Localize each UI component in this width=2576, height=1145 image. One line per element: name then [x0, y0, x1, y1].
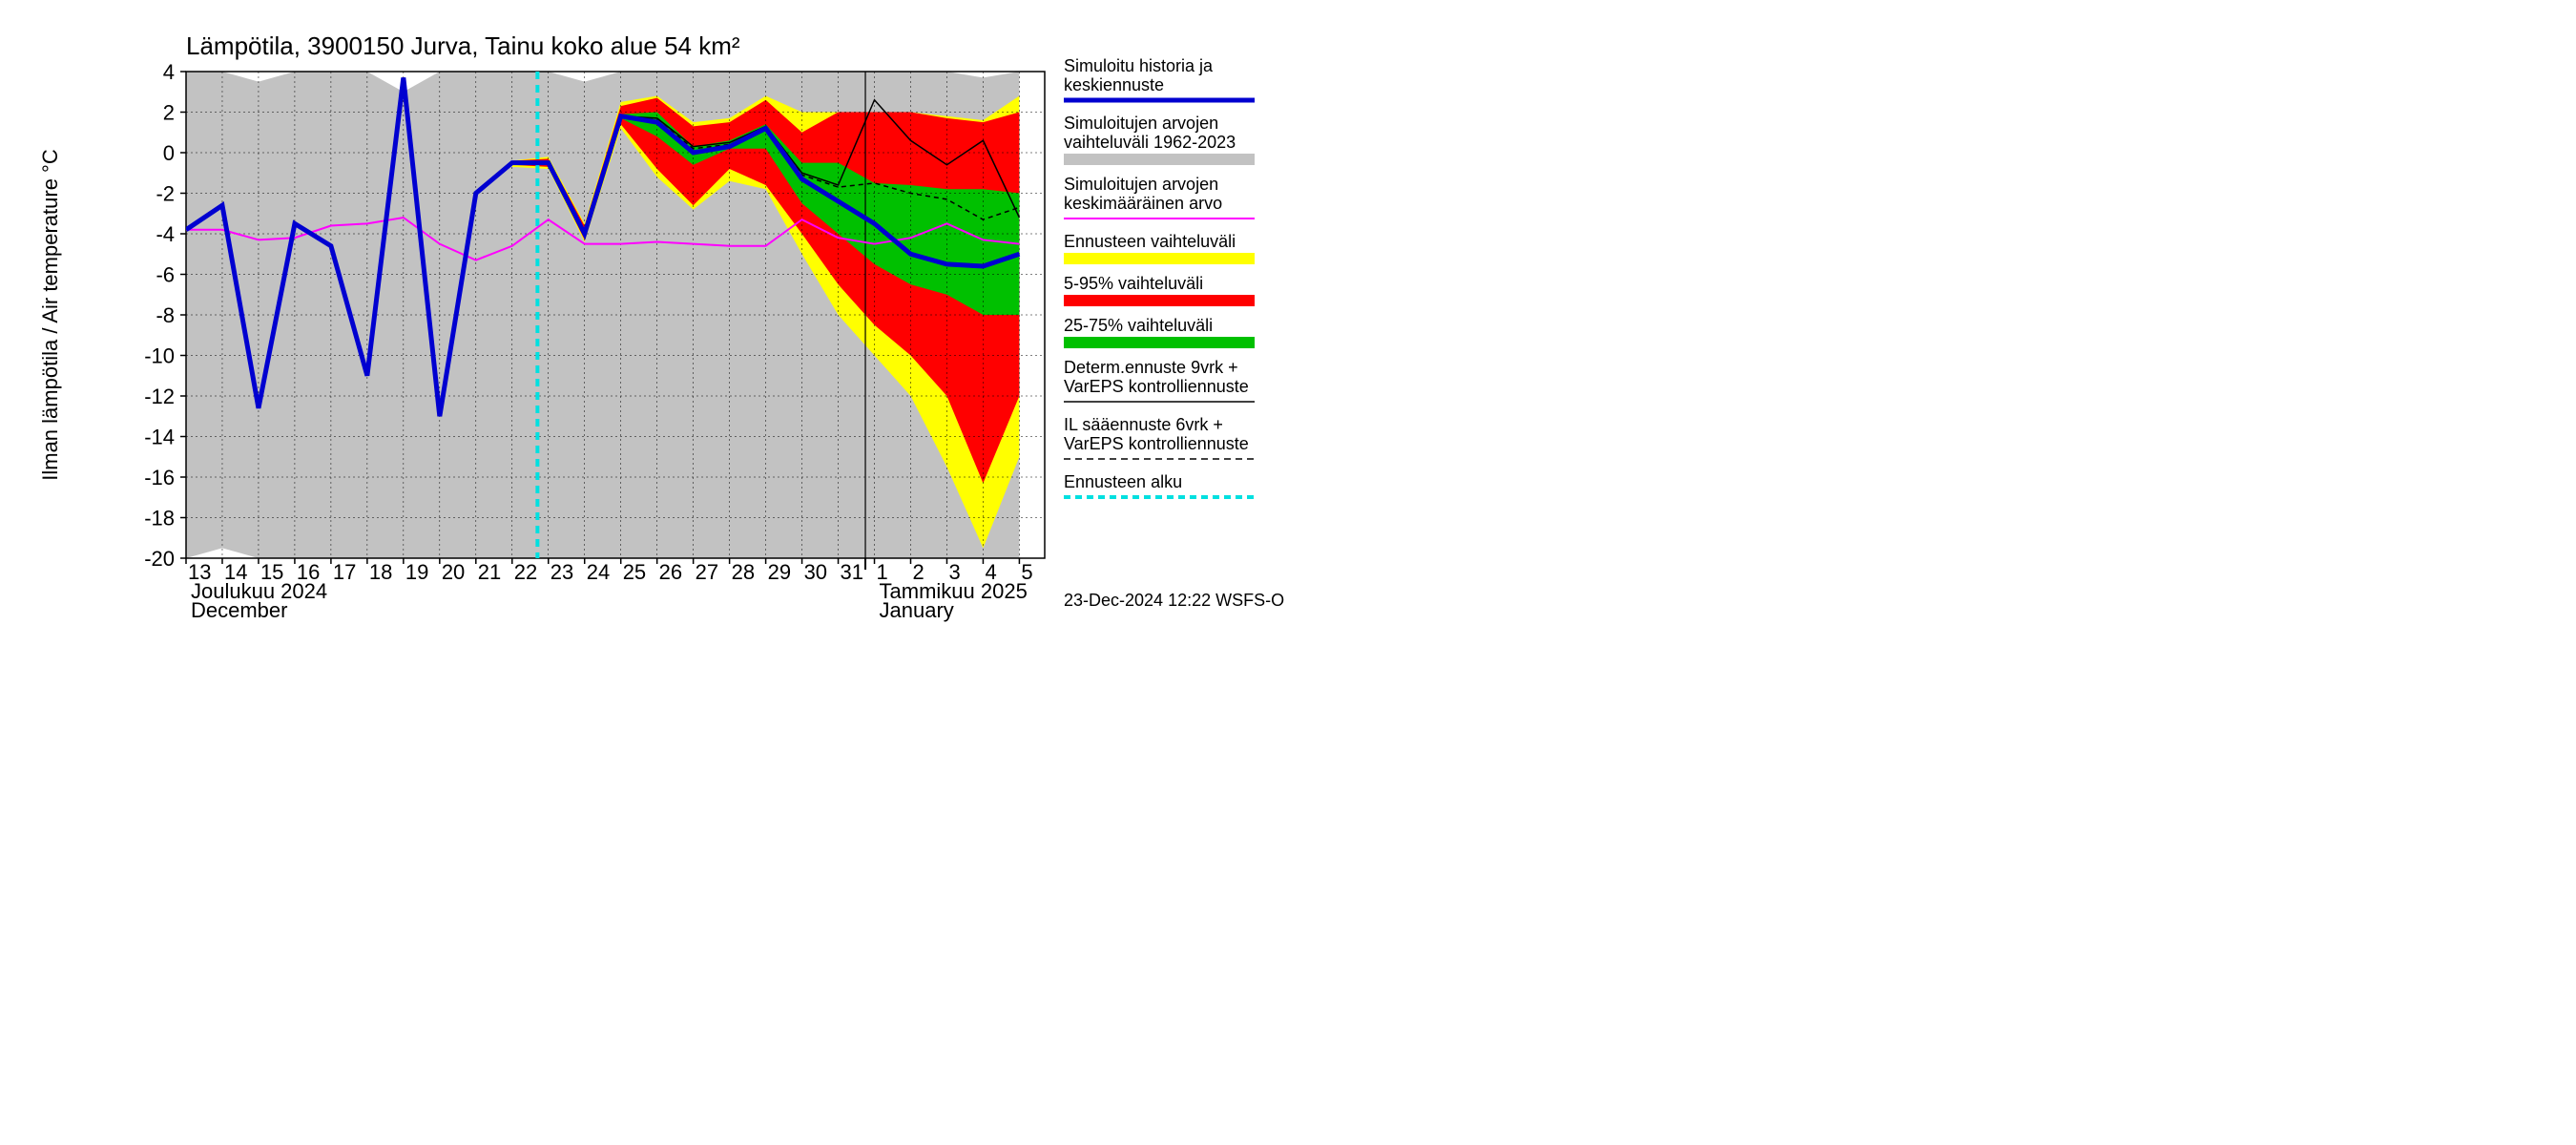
- svg-text:24: 24: [587, 560, 610, 584]
- legend-label: Determ.ennuste 9vrk +: [1064, 358, 1238, 377]
- svg-text:-16: -16: [144, 466, 175, 489]
- svg-text:20: 20: [442, 560, 465, 584]
- svg-text:21: 21: [478, 560, 501, 584]
- svg-text:22: 22: [514, 560, 537, 584]
- legend-swatch: [1064, 295, 1255, 306]
- legend-swatch: [1064, 154, 1255, 165]
- svg-text:25: 25: [623, 560, 646, 584]
- legend-label: keskimääräinen arvo: [1064, 194, 1222, 213]
- svg-text:19: 19: [405, 560, 428, 584]
- legend-label: Simuloitujen arvojen: [1064, 175, 1218, 194]
- svg-text:31: 31: [841, 560, 863, 584]
- legend-label: VarEPS kontrolliennuste: [1064, 434, 1249, 453]
- legend-label: 25-75% vaihteluväli: [1064, 316, 1213, 335]
- chart-title: Lämpötila, 3900150 Jurva, Tainu koko alu…: [186, 31, 740, 60]
- legend-label: Ennusteen vaihteluväli: [1064, 232, 1236, 251]
- legend-label: Simuloitu historia ja: [1064, 56, 1214, 75]
- legend-swatch: [1064, 337, 1255, 348]
- svg-text:-8: -8: [156, 303, 175, 327]
- legend-label: VarEPS kontrolliennuste: [1064, 377, 1249, 396]
- svg-text:26: 26: [659, 560, 682, 584]
- y-axis-label: Ilman lämpötila / Air temperature °C: [38, 149, 62, 481]
- chart-footer: 23-Dec-2024 12:22 WSFS-O: [1064, 591, 1284, 610]
- temperature-forecast-chart: 420-2-4-6-8-10-12-14-16-18-2013141516171…: [19, 19, 1431, 649]
- svg-text:-20: -20: [144, 547, 175, 571]
- svg-text:-18: -18: [144, 507, 175, 531]
- svg-text:4: 4: [163, 60, 175, 84]
- svg-text:0: 0: [163, 141, 175, 165]
- legend-label: Ennusteen alku: [1064, 472, 1182, 491]
- svg-text:-12: -12: [144, 385, 175, 408]
- svg-text:23: 23: [551, 560, 573, 584]
- svg-text:27: 27: [696, 560, 718, 584]
- svg-text:January: January: [880, 598, 954, 622]
- legend-label: keskiennuste: [1064, 75, 1164, 94]
- legend-label: IL sääennuste 6vrk +: [1064, 415, 1223, 434]
- legend-label: 5-95% vaihteluväli: [1064, 274, 1203, 293]
- svg-text:17: 17: [333, 560, 356, 584]
- svg-text:-14: -14: [144, 426, 175, 449]
- legend-swatch: [1064, 253, 1255, 264]
- svg-text:30: 30: [804, 560, 827, 584]
- svg-text:28: 28: [732, 560, 755, 584]
- legend-label: vaihteluväli 1962-2023: [1064, 133, 1236, 152]
- svg-text:29: 29: [768, 560, 791, 584]
- svg-text:-2: -2: [156, 182, 175, 206]
- svg-text:-4: -4: [156, 222, 175, 246]
- legend-label: Simuloitujen arvojen: [1064, 114, 1218, 133]
- svg-text:-10: -10: [144, 344, 175, 368]
- svg-text:18: 18: [369, 560, 392, 584]
- svg-text:December: December: [191, 598, 287, 622]
- svg-text:2: 2: [163, 101, 175, 125]
- chart-svg: 420-2-4-6-8-10-12-14-16-18-2013141516171…: [19, 19, 1431, 649]
- svg-text:-6: -6: [156, 263, 175, 287]
